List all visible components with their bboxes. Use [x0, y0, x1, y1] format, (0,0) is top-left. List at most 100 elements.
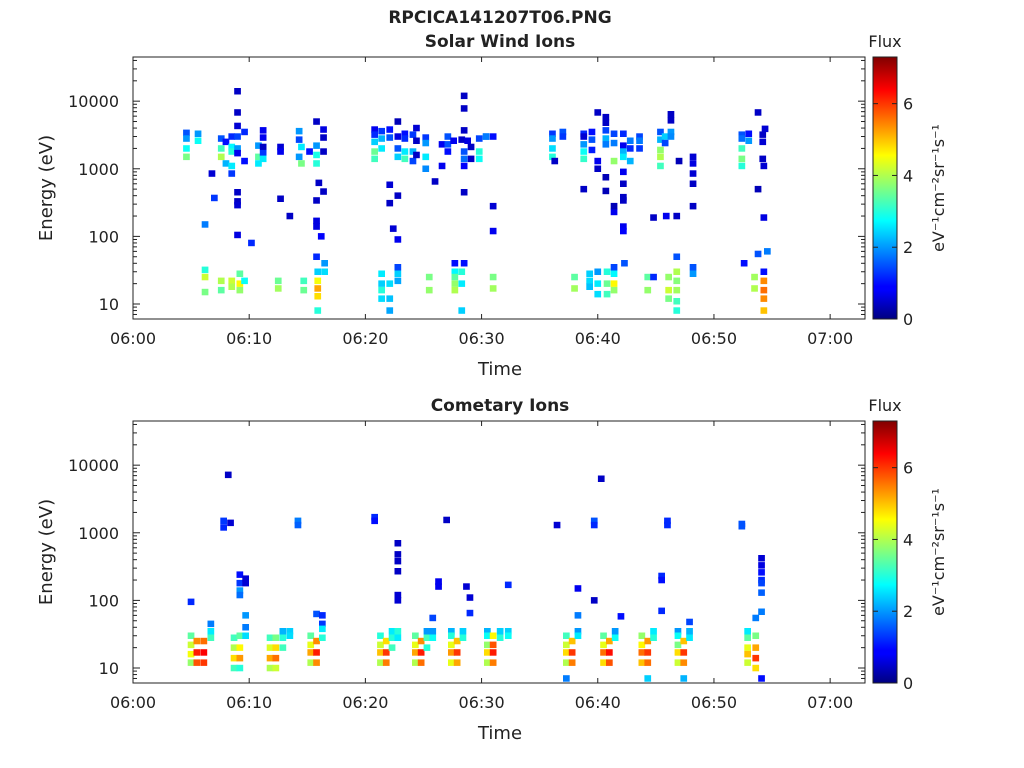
heatmap-cell — [320, 126, 327, 133]
heatmap-cell — [259, 143, 267, 151]
heatmap-cell — [234, 133, 241, 140]
heatmap-cell — [279, 644, 287, 651]
plot-frame — [132, 420, 866, 684]
heatmap-cell — [187, 632, 195, 639]
heatmap-cell — [467, 155, 475, 163]
heatmap-cell — [689, 170, 697, 177]
heatmap-cell — [489, 273, 497, 281]
heatmap-cell — [752, 644, 760, 651]
heatmap-cell — [594, 290, 602, 298]
heatmap-cell — [673, 286, 681, 294]
heatmap-cell — [279, 634, 287, 641]
heatmap-cell — [425, 286, 433, 294]
heatmap-cell — [307, 632, 315, 639]
heatmap-cell — [242, 612, 249, 619]
colorbar-label: eV⁻¹cm⁻²sr⁻¹s⁻¹ — [929, 488, 948, 616]
heatmap-cell — [220, 517, 227, 525]
heatmap-cell — [394, 628, 402, 635]
heatmap-cell — [222, 160, 230, 167]
heatmap-cell — [475, 155, 483, 163]
heatmap-cell — [409, 148, 417, 155]
heatmap-cell — [194, 137, 202, 144]
heatmap-cell — [610, 264, 618, 271]
heatmap-cell — [378, 127, 385, 135]
heatmap-cell — [580, 133, 588, 140]
heatmap-cell — [298, 160, 305, 167]
heatmap-cell — [594, 280, 602, 287]
heatmap-cell — [460, 105, 468, 112]
heatmap-cell — [665, 295, 672, 302]
heatmap-cell — [460, 260, 468, 267]
heatmap-cell — [752, 664, 760, 672]
heatmap-cell — [603, 290, 611, 298]
heatmap-cell — [412, 659, 419, 666]
panel-cometary: Cometary Ions 06:00 06:10 06:20 06:30 06:40 0… — [36, 396, 948, 744]
heatmap-cell — [620, 142, 627, 149]
figure-title: RPCICA141207T06.PNG — [388, 8, 611, 28]
heatmap-cell — [458, 307, 466, 314]
heatmap-cell — [377, 632, 384, 639]
heatmap-cell — [422, 165, 430, 172]
heatmap-cell — [689, 153, 697, 161]
heatmap-cell — [451, 260, 459, 267]
heatmap-cell — [594, 268, 602, 275]
heatmap-cell — [259, 149, 267, 157]
heatmap-cell — [431, 178, 439, 185]
panel-title: Cometary Ions — [431, 396, 570, 416]
heatmap-cell — [193, 659, 201, 666]
heatmap-cell — [758, 569, 765, 576]
heatmap-cell — [429, 614, 437, 622]
heatmap-cell — [610, 130, 618, 137]
heatmap-cell — [183, 153, 190, 161]
heatmap-cell — [401, 130, 409, 137]
heatmap-cell — [744, 644, 751, 651]
heatmap-cell — [371, 138, 378, 146]
heatmap-cell — [574, 628, 582, 635]
colorbar-tick-label: 0 — [903, 674, 913, 693]
heatmap-cell — [759, 131, 767, 138]
heatmap-cell — [504, 628, 512, 635]
heatmap-cell — [744, 634, 751, 641]
heatmap-cell — [590, 521, 598, 529]
heatmap-cell — [207, 634, 215, 641]
heatmap-cell — [760, 214, 768, 221]
heatmap-cell — [606, 649, 613, 656]
heatmap-cell — [417, 637, 425, 645]
heatmap-cell — [412, 632, 419, 639]
heatmap-cell — [689, 180, 697, 187]
heatmap-cell — [313, 610, 320, 618]
heatmap-cell — [458, 268, 466, 275]
heatmap-cell — [382, 649, 390, 656]
colorbar-ticks: 0 2 4 6 — [873, 459, 913, 693]
x-tick-label: 06:00 — [110, 329, 156, 348]
heatmap-cell — [236, 591, 244, 599]
heatmap-cell — [315, 179, 323, 187]
heatmap-cell — [752, 632, 760, 639]
heatmap-cell — [201, 266, 209, 274]
y-tick-label: 100 — [88, 227, 119, 246]
heatmap-cell — [378, 145, 385, 152]
heatmap-cell — [586, 270, 593, 277]
heatmap-cell — [571, 285, 578, 292]
heatmap-cell — [760, 162, 768, 170]
heatmap-cell — [638, 659, 646, 666]
plot-frame — [132, 56, 866, 320]
heatmap-cell — [187, 659, 195, 666]
heatmap-cell — [422, 134, 430, 141]
heatmap-cell — [378, 280, 385, 287]
heatmap-cell — [313, 223, 320, 230]
heatmap-cell — [626, 157, 634, 165]
heatmap-cell — [752, 654, 760, 662]
heatmap-cell — [266, 634, 274, 641]
heatmap-cell — [620, 180, 627, 187]
heatmap-cell — [451, 268, 459, 275]
y-tick-label: 10 — [99, 659, 119, 678]
heatmap-cell — [228, 283, 236, 290]
heatmap-cell — [610, 280, 618, 287]
heatmap-cell — [610, 202, 618, 210]
heatmap-cell — [667, 111, 675, 118]
heatmap-cell — [667, 117, 675, 124]
heatmap-cell — [559, 133, 567, 140]
heatmap-cell — [686, 618, 693, 626]
